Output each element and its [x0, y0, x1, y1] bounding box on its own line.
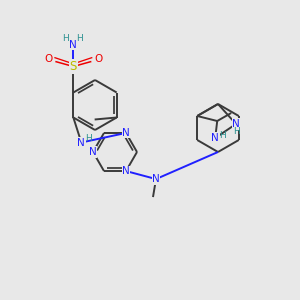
- Text: H: H: [85, 134, 92, 143]
- Text: S: S: [70, 60, 77, 73]
- Text: N: N: [122, 166, 130, 176]
- Text: N: N: [89, 147, 97, 157]
- Text: H: H: [62, 34, 69, 43]
- Text: N: N: [122, 128, 130, 138]
- Text: H: H: [76, 34, 83, 43]
- Text: H: H: [219, 130, 226, 140]
- Text: O: O: [94, 53, 103, 64]
- Text: O: O: [44, 53, 52, 64]
- Text: N: N: [77, 137, 85, 148]
- Text: N: N: [211, 133, 219, 143]
- Text: N: N: [152, 174, 160, 184]
- Text: N: N: [70, 40, 77, 50]
- Text: N: N: [232, 119, 240, 129]
- Text: H: H: [232, 127, 239, 136]
